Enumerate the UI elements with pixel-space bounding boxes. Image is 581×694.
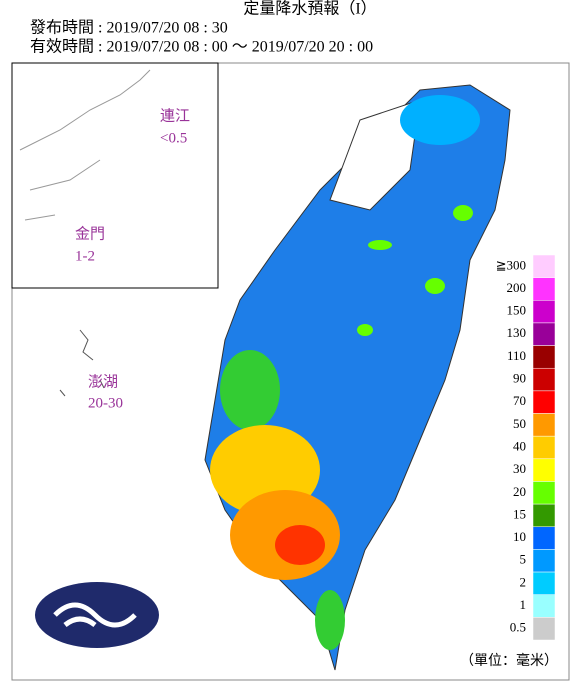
legend-swatch [532, 322, 556, 346]
legend-label: 15 [513, 506, 526, 521]
legend-swatch [532, 481, 556, 505]
legend-label: ≧300 [496, 257, 526, 272]
issue-time: 發布時間 : 2019/07/20 08 : 30 [30, 19, 228, 37]
rain-area [453, 205, 473, 221]
legend-swatch [532, 594, 556, 618]
legend-label: 70 [513, 393, 526, 408]
legend-label: 1 [520, 597, 527, 612]
coastline [19, 69, 151, 221]
legend-swatch [532, 526, 556, 550]
unit: （單位：毫米） [460, 652, 558, 669]
island-value: <0.5 [160, 130, 187, 146]
legend-swatch [532, 549, 556, 573]
legend-label: 20 [513, 484, 526, 499]
legend-swatch [532, 277, 556, 301]
no-rain-area [329, 99, 421, 211]
legend-swatch [532, 390, 556, 414]
island-name: 金門 [75, 225, 105, 242]
rain-area [425, 278, 445, 294]
legend-swatch [532, 300, 556, 324]
rain-area [400, 95, 480, 145]
legend-label: 200 [507, 280, 527, 295]
legend-swatch [532, 254, 556, 278]
legend-label: 90 [513, 371, 526, 386]
rain-area [220, 350, 280, 430]
island-value: 1-2 [75, 248, 95, 264]
legend-swatch [532, 617, 556, 641]
inset-frame [11, 62, 219, 289]
legend-swatch [532, 571, 556, 595]
rain-area [368, 240, 392, 250]
legend-label: 5 [520, 552, 527, 567]
legend-label: 110 [507, 348, 526, 363]
legend: ≧300 200 150 130 110 90 70 50 40 30 20 15 10 5 2 1 0.5 [496, 254, 556, 641]
legend-label: 0.5 [510, 620, 526, 635]
legend-label: 50 [513, 416, 526, 431]
island-value: 20-30 [88, 395, 123, 411]
legend-label: 150 [507, 303, 527, 318]
legend-label: 130 [507, 325, 527, 340]
legend-label: 40 [513, 438, 526, 453]
legend-swatch [532, 367, 556, 392]
island-name: 連江 [160, 107, 190, 124]
rain-area [315, 590, 345, 650]
legend-swatch [532, 458, 556, 482]
title: 定量降水預報（I） [243, 0, 376, 18]
legend-swatch [532, 435, 556, 460]
logo-mark [53, 602, 137, 628]
legend-swatch [532, 345, 556, 369]
valid-time: 有效時間 : 2019/07/20 08 : 00 ～ 2019/07/20 2… [30, 38, 373, 56]
legend-label: 2 [520, 574, 527, 589]
legend-swatch [532, 413, 556, 437]
taiwan-map [204, 84, 511, 671]
legend-swatch [532, 503, 556, 528]
rain-area [275, 525, 325, 565]
penghu-islands [59, 329, 105, 397]
island-name: 澎湖 [88, 373, 118, 390]
rain-area [357, 324, 373, 336]
legend-label: 30 [513, 461, 526, 476]
legend-label: 10 [513, 529, 526, 544]
